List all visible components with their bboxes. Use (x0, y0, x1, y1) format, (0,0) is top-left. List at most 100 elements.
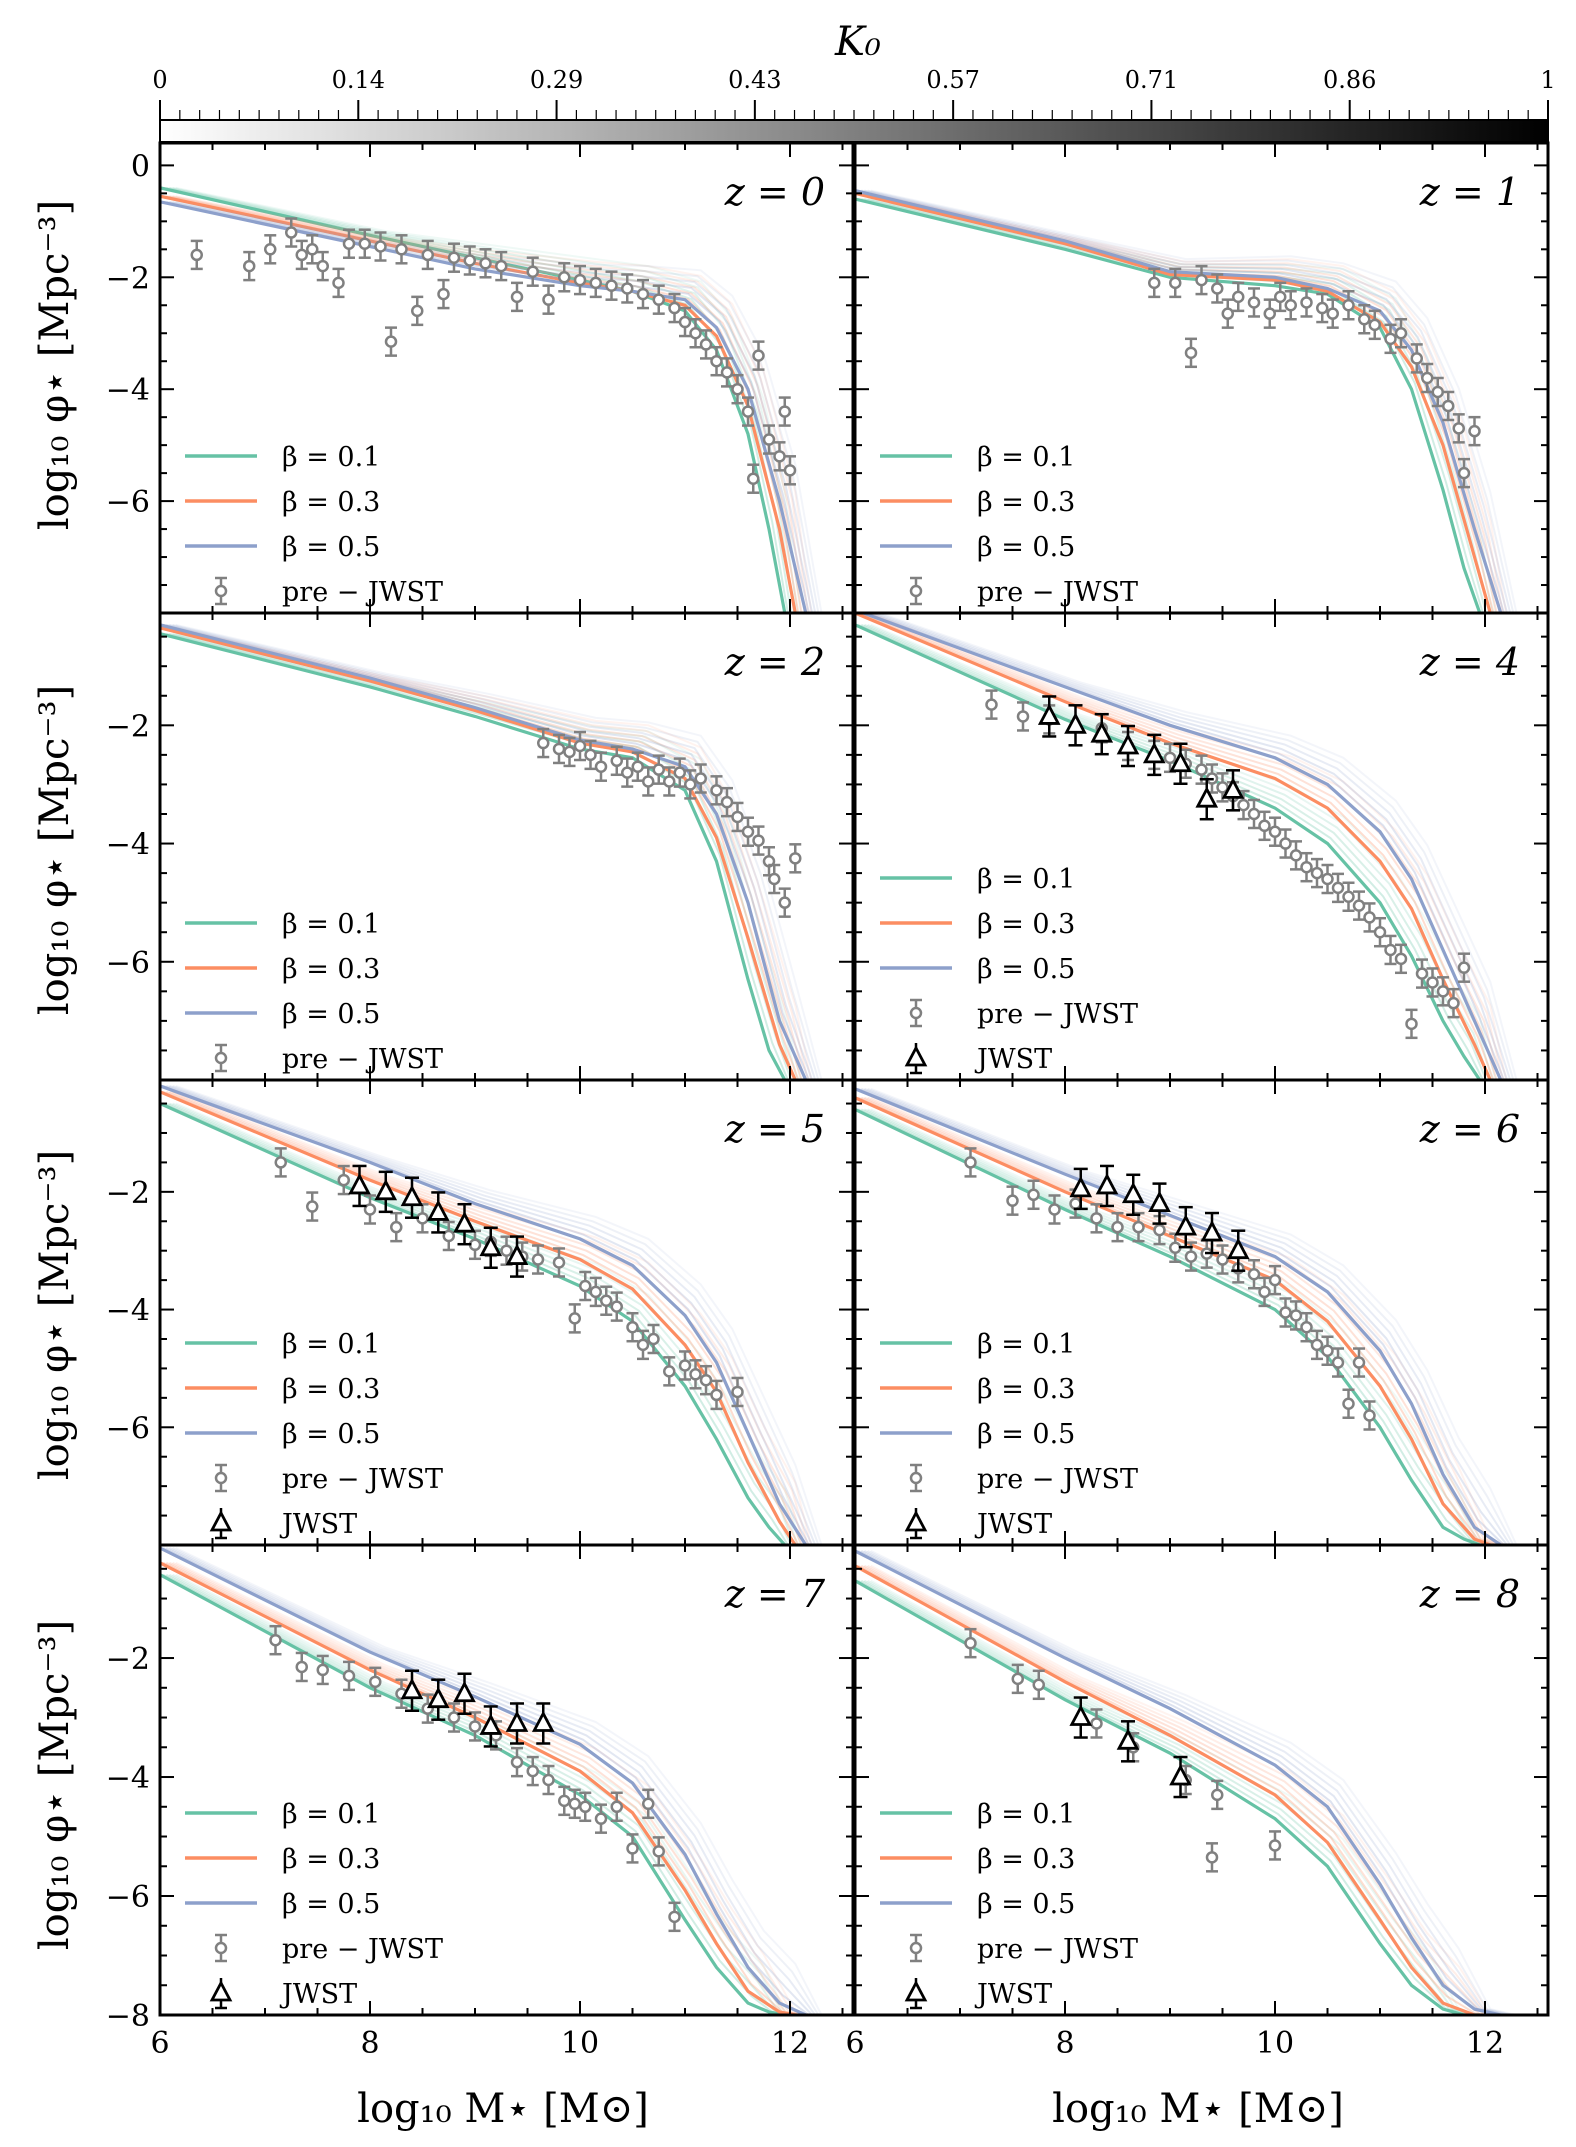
pre-jwst-point (563, 745, 576, 759)
panel-z-8: 6 8 10 12 z = 8 β = 0.1 β = 0.3 β = 0.5 pre − JW… (845, 1543, 1550, 2061)
pre-jwst-point (1394, 326, 1408, 340)
pre-jwst-point (390, 1220, 403, 1234)
pre-jwst-point (1342, 890, 1355, 903)
pre-jwst-point (1405, 1017, 1418, 1031)
model-curve-variant (175, 623, 823, 1080)
model-curve-variant (172, 1547, 820, 2015)
legend-label: pre − JWST (282, 1464, 443, 1495)
pre-jwst-point (594, 1812, 608, 1825)
pre-jwst-point (1316, 301, 1329, 315)
model-curve-variant (867, 189, 1515, 613)
jwst-point (1095, 1172, 1119, 1195)
x-tick-label: 8 (1055, 2026, 1074, 2061)
model-curve-variant (165, 1084, 814, 1545)
pre-jwst-point (678, 1359, 692, 1372)
pre-jwst-point (1342, 299, 1355, 312)
pre-jwst-point (1153, 1223, 1166, 1237)
pre-jwst-point (500, 1244, 513, 1257)
model-curve (855, 613, 1492, 1080)
pre-jwst-point (269, 1633, 282, 1647)
x-axis-label-left: log₁₀ M⋆ [M⊙] (357, 2086, 649, 2132)
pre-jwst-point (510, 290, 524, 304)
plot-area (855, 1087, 1518, 1545)
model-curve-variant (863, 1108, 1490, 1545)
pre-jwst-point (789, 852, 802, 865)
y-tick-label: −4 (106, 1294, 150, 1329)
x-tick-label: 12 (1466, 2026, 1504, 2061)
jwst-point (400, 1184, 424, 1207)
pre-jwst-point (1211, 282, 1224, 295)
pre-jwst-point (964, 1636, 977, 1650)
model-curve-variant (172, 1102, 799, 1545)
legend-label: β = 0.3 (977, 1844, 1075, 1875)
model-curve (160, 1084, 808, 1545)
legend-marker-pre-jwst (214, 1051, 228, 1065)
legend-marker-pre-jwst (214, 1471, 228, 1485)
pre-jwst-point (689, 326, 702, 340)
legend: β = 0.1 β = 0.3 β = 0.5 pre − JWST (880, 442, 1138, 608)
jwst-point (1195, 786, 1219, 808)
y-tick-label: −6 (106, 1880, 150, 1915)
pre-jwst-point (579, 1279, 592, 1293)
model-curve-variant (165, 1573, 792, 2015)
jwst-point (426, 1199, 450, 1221)
pre-jwst-point (621, 766, 634, 779)
model-curve-variant (857, 189, 1505, 613)
pre-jwst-point (1211, 1788, 1224, 1802)
colorbar-tick-label: 0.43 (728, 66, 781, 94)
jwst-point (505, 1710, 529, 1732)
pre-jwst-point (1384, 332, 1397, 346)
model-curve-variant (870, 1550, 1517, 2015)
pre-jwst-point (1247, 807, 1261, 821)
pre-jwst-point (636, 287, 650, 301)
jwst-point (1174, 1214, 1198, 1236)
model-curve-variant (861, 192, 1498, 613)
pre-jwst-point (642, 1797, 655, 1811)
legend-label: β = 0.3 (282, 954, 380, 985)
model-curve (855, 623, 1482, 1080)
legend-label: pre − JWST (977, 577, 1138, 608)
plot-area (855, 613, 1518, 1080)
model-curve-variant (169, 1084, 817, 1545)
model-curve-variant (162, 623, 810, 1080)
legend-label: β = 0.3 (977, 1374, 1075, 1405)
pre-jwst-point (1216, 1253, 1229, 1266)
pre-jwst-point (731, 810, 744, 824)
legend-label: β = 0.5 (282, 999, 380, 1030)
model-curve (855, 1579, 1480, 2015)
y-tick-label: −2 (106, 1642, 150, 1677)
model-curve-variant (165, 1102, 793, 1545)
model-curve-variant (172, 626, 809, 1080)
model-curve-variant (860, 1550, 1508, 2015)
model-curve-variant (863, 613, 1505, 1080)
model-curve-variant (867, 192, 1504, 613)
pre-jwst-point (468, 1720, 482, 1733)
plot-area (855, 1549, 1517, 2015)
panel-z-1: z = 1 β = 0.1 β = 0.3 β = 0.5 pre − JWST (853, 141, 1550, 615)
y-axis-label-row-2: log₁₀ φ⋆ [Mpc⁻³] (32, 685, 78, 1015)
pre-jwst-point (552, 1256, 566, 1269)
pre-jwst-point (747, 472, 760, 485)
model-curve-variant (867, 623, 1494, 1080)
jwst-point (1169, 1764, 1192, 1786)
legend-label: β = 0.5 (977, 954, 1075, 985)
x-tick-label: 10 (561, 2026, 599, 2061)
model-curve-variant (867, 1550, 1514, 2015)
pre-jwst-point (1279, 1306, 1292, 1319)
model-curve-variant (166, 626, 803, 1080)
model-curve (160, 1090, 797, 1545)
model-curve-variant (873, 613, 1515, 1080)
legend-label: JWST (974, 1044, 1052, 1075)
pre-jwst-point (1358, 313, 1371, 326)
pre-jwst-point (447, 251, 461, 264)
pre-jwst-point (589, 1285, 602, 1299)
legend-label: β = 0.1 (282, 442, 380, 473)
legend-label: β = 0.3 (977, 909, 1075, 940)
pre-jwst-point (531, 1253, 545, 1266)
jwst-point (1200, 1220, 1224, 1242)
pre-jwst-point (610, 1300, 623, 1313)
legend-label: pre − JWST (977, 1934, 1138, 1965)
pre-jwst-point (1300, 860, 1313, 874)
legend-label: β = 0.3 (282, 487, 380, 518)
model-curve-variant (172, 195, 809, 613)
